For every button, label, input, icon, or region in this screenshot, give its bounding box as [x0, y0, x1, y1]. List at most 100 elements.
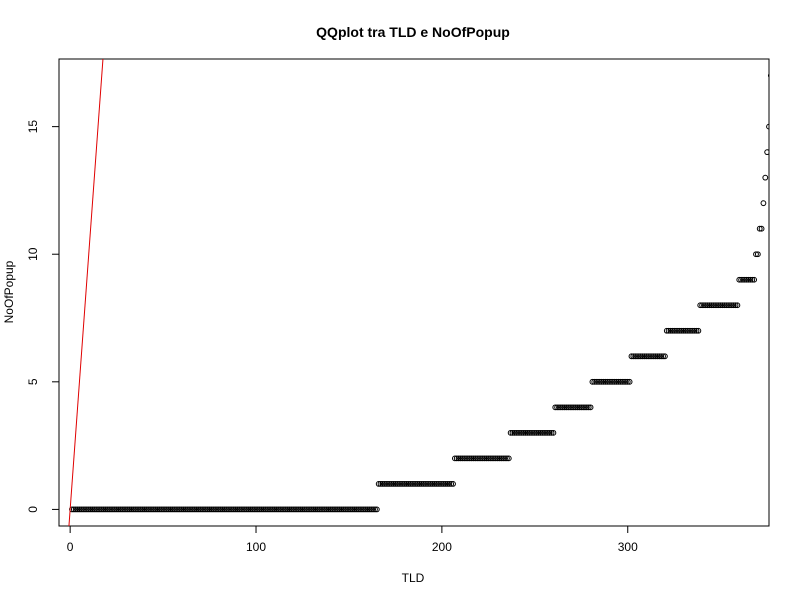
data-point: [764, 149, 769, 156]
data-point: [697, 302, 704, 309]
data-point: [758, 225, 765, 232]
data-point: [574, 404, 581, 411]
data-point: [320, 506, 326, 513]
data-point: [360, 506, 367, 513]
data-point: [111, 506, 118, 513]
data-point: [695, 327, 702, 334]
data-point: [162, 506, 168, 513]
data-point: [507, 429, 514, 436]
data-point: [366, 506, 373, 513]
data-point: [396, 480, 403, 487]
data-point: [214, 506, 220, 513]
data-point: [496, 455, 503, 462]
data-point: [72, 506, 79, 513]
data-point: [375, 480, 382, 487]
data-point: [331, 506, 337, 513]
data-point: [297, 506, 304, 513]
data-point: [463, 455, 469, 462]
data-point: [165, 506, 172, 513]
data-point: [455, 455, 462, 462]
data-point: [435, 480, 442, 487]
reference-line: [68, 59, 104, 526]
data-point: [349, 506, 356, 513]
data-point: [598, 378, 605, 385]
data-point: [134, 506, 140, 513]
data-point: [178, 506, 185, 513]
data-point: [745, 276, 752, 283]
data-point: [347, 506, 354, 513]
data-point: [74, 506, 81, 513]
data-point: [606, 378, 613, 385]
data-point: [662, 353, 668, 360]
data-point: [113, 506, 120, 513]
data-point: [448, 480, 455, 487]
x-tick-label: 200: [432, 540, 452, 554]
data-point: [431, 480, 438, 487]
data-point: [282, 506, 289, 513]
data-point: [383, 480, 390, 487]
data-point: [294, 506, 300, 513]
data-point: [736, 276, 743, 283]
data-point: [329, 506, 336, 513]
data-point: [269, 506, 276, 513]
data-point: [141, 506, 148, 513]
data-point: [124, 506, 131, 513]
data-point: [405, 480, 412, 487]
data-point: [663, 327, 670, 334]
data-point: [734, 302, 741, 309]
data-point: [481, 455, 488, 462]
data-point: [76, 506, 83, 513]
data-point: [163, 506, 170, 513]
data-point: [80, 506, 87, 513]
data-point: [314, 506, 321, 513]
data-point: [446, 480, 453, 487]
data-point: [611, 378, 618, 385]
data-point: [232, 506, 239, 513]
data-point: [699, 302, 705, 309]
data-point: [667, 327, 674, 334]
data-point: [537, 429, 544, 436]
data-point: [546, 429, 553, 436]
data-point: [626, 378, 633, 385]
data-point: [576, 404, 583, 411]
data-point: [409, 480, 416, 487]
data-point: [650, 353, 657, 360]
data-point: [459, 455, 466, 462]
data-point: [219, 506, 226, 513]
data-point: [557, 404, 564, 411]
data-point: [87, 506, 94, 513]
data-point: [524, 429, 531, 436]
data-point: [143, 506, 150, 513]
x-axis-label: TLD: [402, 571, 425, 585]
data-point: [710, 302, 717, 309]
data-point: [526, 429, 533, 436]
data-point: [145, 506, 152, 513]
data-point: [600, 378, 607, 385]
y-tick-label: 5: [26, 378, 40, 385]
data-point: [295, 506, 302, 513]
data-point: [323, 506, 330, 513]
data-point: [102, 506, 109, 513]
data-point: [624, 378, 631, 385]
data-point: [95, 506, 101, 513]
data-point: [267, 506, 274, 513]
data-point: [556, 404, 562, 411]
data-point: [195, 506, 202, 513]
data-point: [725, 302, 732, 309]
data-point: [753, 251, 759, 258]
plot-frame: [58, 58, 770, 527]
data-point: [188, 506, 194, 513]
data-point: [342, 506, 349, 513]
data-point: [96, 506, 103, 513]
data-point: [411, 480, 417, 487]
data-point: [373, 506, 380, 513]
data-point: [552, 404, 559, 411]
data-point: [665, 327, 672, 334]
data-point: [498, 455, 505, 462]
data-point: [451, 455, 458, 462]
data-point: [702, 302, 709, 309]
data-point: [531, 429, 538, 436]
data-point: [338, 506, 345, 513]
data-point: [368, 506, 375, 513]
data-point: [307, 506, 313, 513]
